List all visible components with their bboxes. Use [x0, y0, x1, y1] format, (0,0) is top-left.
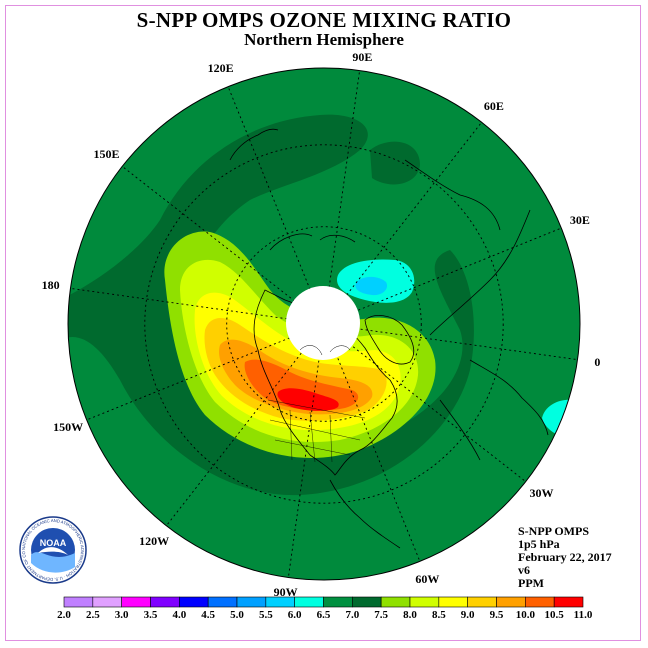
meridian-line — [360, 328, 578, 361]
colorbar-tick-label: 5.0 — [230, 609, 244, 621]
map-title: S-NPP OMPS OZONE MIXING RATIO — [136, 8, 512, 32]
meridian-line — [86, 337, 290, 421]
longitude-label: 90E — [352, 50, 373, 64]
ozone-low-blue — [355, 276, 388, 296]
colorbar-tick-label: 10.0 — [516, 609, 536, 621]
info-date: February 22, 2017 — [518, 550, 612, 564]
meridian-line — [358, 227, 562, 311]
map-subtitle: Northern Hemisphere — [244, 30, 404, 49]
latitude-circle — [226, 226, 422, 422]
colorbar-swatch — [438, 596, 468, 608]
meridian-line — [70, 287, 288, 320]
colorbar-swatch — [63, 596, 94, 608]
graticule — [70, 70, 578, 578]
meridian-line — [166, 352, 302, 527]
longitude-label: 30E — [569, 213, 590, 228]
noaa-logo: NOAA NATIONAL OCEANIC AND ATMOSPHERIC AD… — [18, 515, 87, 584]
colorbar-tick-label: 8.0 — [403, 609, 417, 621]
colorbar-tick-label: 6.0 — [288, 609, 302, 621]
colorbar-swatch — [496, 596, 526, 608]
coast-europe — [439, 359, 549, 461]
map-boundary — [67, 67, 581, 581]
colorbar-swatch — [179, 596, 209, 608]
meridian-line — [328, 70, 361, 288]
colorbar-tick-label: 6.5 — [317, 609, 331, 621]
colorbar-tick-label: 2.0 — [57, 609, 71, 621]
logo-wave — [31, 552, 75, 573]
colorbar-swatch — [323, 596, 353, 608]
longitude-label: 60E — [483, 99, 504, 113]
info-level: 1p5 hPa — [518, 537, 560, 551]
longitude-label: 120E — [207, 60, 234, 75]
info-block: S-NPP OMPS 1p5 hPa February 22, 2017 v6 … — [518, 525, 612, 590]
info-version: v6 — [518, 563, 530, 577]
colorbar-tick-label: 4.0 — [172, 609, 186, 621]
colorbar-tick-label: 11.0 — [574, 609, 593, 621]
ozone-band-7-0-north — [370, 141, 420, 185]
colorbar-tick-label: 3.0 — [115, 609, 129, 621]
colorbar-tick-label: 10.5 — [545, 609, 565, 621]
pole-mask — [286, 286, 360, 360]
colorbar-swatch — [352, 596, 382, 608]
colorbar-tick-label: 7.0 — [345, 609, 359, 621]
info-units: PPM — [518, 576, 544, 590]
colorbar-tick-label: 7.5 — [374, 609, 388, 621]
longitude-label: 120W — [139, 533, 170, 548]
meridian-line — [346, 121, 482, 296]
pole-coast — [299, 345, 351, 356]
meridian-line — [227, 86, 311, 290]
ozone-band-7-0 — [68, 114, 474, 496]
colorbar-tick-label: 5.5 — [259, 609, 273, 621]
colorbar-tick-label: 2.5 — [86, 609, 100, 621]
colorbar-swatch — [553, 596, 584, 608]
longitude-label: 30W — [529, 486, 554, 501]
coast-greenland — [364, 315, 415, 365]
colorbar-swatch — [525, 596, 555, 608]
meridian-line — [121, 166, 296, 302]
colorbar-swatch — [467, 596, 497, 608]
coast-japan — [229, 128, 279, 161]
longitude-label: 150E — [93, 146, 120, 161]
colorbar-tick-label: 8.5 — [432, 609, 446, 621]
colorbar-tick-label: 9.0 — [461, 609, 475, 621]
meridian-line — [352, 346, 527, 482]
colorbar-swatch — [236, 596, 267, 608]
colorbar-swatch — [294, 596, 324, 608]
colorbar-tick-label: 4.5 — [201, 609, 215, 621]
coast-eurasia — [269, 159, 531, 336]
latitude-circle — [144, 144, 504, 504]
ozone-contour-10-5 — [277, 388, 339, 411]
meridian-line — [337, 358, 421, 562]
longitude-label: 60W — [415, 572, 440, 587]
colorbar-tick-label: 3.5 — [144, 609, 158, 621]
coast-central-america — [329, 479, 401, 549]
colorbar-swatch — [207, 596, 238, 608]
longitude-label: 90W — [273, 585, 298, 599]
colorbar-tick-label: 9.5 — [490, 609, 504, 621]
colorbar-swatch — [150, 596, 180, 608]
logo-text: NOAA — [40, 538, 67, 548]
colorbar-swatch — [92, 596, 122, 608]
longitude-label: 180 — [41, 278, 60, 293]
colorbar-swatch — [380, 596, 411, 608]
meridian-line — [287, 360, 320, 578]
longitude-label: 150W — [53, 419, 84, 434]
longitude-label: 0 — [594, 354, 601, 369]
colorbar-swatch — [409, 596, 440, 608]
logo-gull — [38, 547, 68, 555]
colorbar-swatch — [121, 596, 151, 608]
page-frame — [5, 5, 641, 641]
info-instrument: S-NPP OMPS — [518, 524, 589, 538]
political-boundaries — [267, 399, 366, 463]
